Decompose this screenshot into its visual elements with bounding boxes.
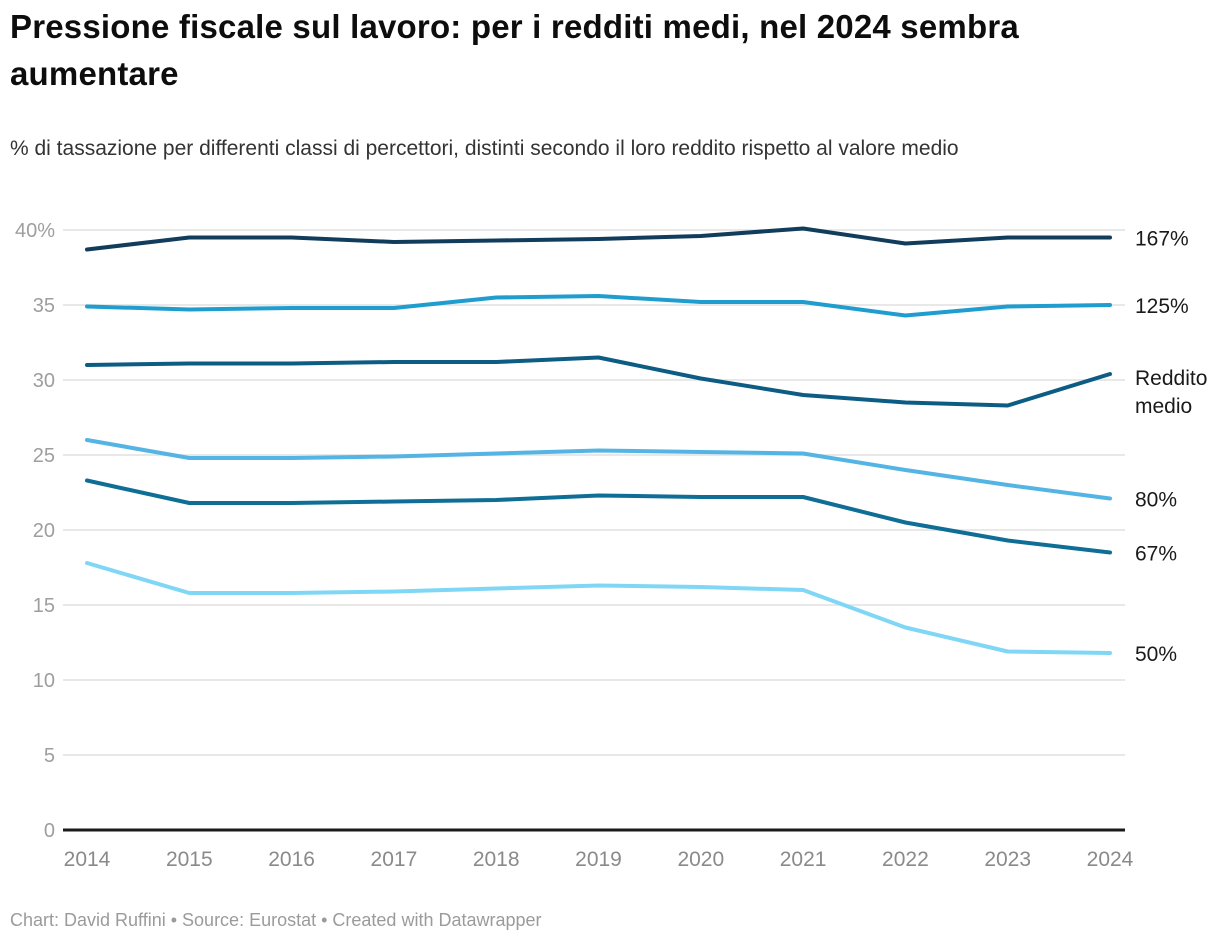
- y-axis-tick-label: 20: [33, 520, 55, 542]
- y-axis-tick-label: 25: [33, 445, 55, 467]
- y-axis-tick-label: 0: [44, 820, 55, 842]
- series-label-125-: 125%: [1135, 295, 1189, 318]
- x-axis-tick-label: 2024: [1087, 848, 1134, 871]
- x-axis-tick-label: 2023: [984, 848, 1031, 871]
- y-axis-tick-label: 15: [33, 595, 55, 617]
- series-line-167-[interactable]: [85, 226, 1112, 252]
- series-line-reddito-medio[interactable]: [85, 355, 1112, 408]
- chart-title: Pressione fiscale sul lavoro: per i redd…: [10, 8, 1019, 92]
- series-label-50-: 50%: [1135, 643, 1177, 666]
- series-line-67-[interactable]: [85, 478, 1112, 555]
- series-line-80-[interactable]: [85, 438, 1112, 501]
- chart-footer: Chart: David Ruffini • Source: Eurostat …: [10, 910, 542, 930]
- series-label-67-: 67%: [1135, 543, 1177, 566]
- y-axis-tick-label: 35: [33, 295, 55, 317]
- x-axis-tick-label: 2015: [166, 848, 213, 871]
- x-axis-tick-label: 2016: [268, 848, 315, 871]
- chart-svg: 0 5 10 15 20 25 30 35 40% 2014 2015 2016 2017 2018 201…: [15, 220, 1207, 871]
- series-label-80-: 80%: [1135, 489, 1177, 512]
- x-axis-tick-label: 2020: [677, 848, 724, 871]
- y-axis-tick-label: 5: [44, 745, 55, 767]
- series-label-167-: 167%: [1135, 228, 1189, 251]
- x-axis-tick-label: 2022: [882, 848, 929, 871]
- series-line-50-[interactable]: [85, 561, 1112, 655]
- x-axis-tick-label: 2019: [575, 848, 622, 871]
- x-axis-tick-label: 2021: [780, 848, 827, 871]
- series-label-reddito-medio: medio: [1135, 395, 1192, 418]
- series-line-125-[interactable]: [85, 294, 1112, 318]
- chart-subtitle: % di tassazione per differenti classi di…: [10, 137, 959, 160]
- y-axis-tick-label: 40%: [15, 220, 55, 242]
- y-axis-tick-label: 30: [33, 370, 55, 392]
- x-axis-tick-label: 2014: [64, 848, 111, 871]
- y-axis-tick-label: 10: [33, 670, 55, 692]
- x-axis-tick-label: 2018: [473, 848, 520, 871]
- x-axis-tick-label: 2017: [371, 848, 418, 871]
- series-label-reddito-medio: Reddito: [1135, 367, 1207, 390]
- chart-area: 0 5 10 15 20 25 30 35 40% 2014 2015 2016 2017 2018 201…: [0, 210, 1220, 880]
